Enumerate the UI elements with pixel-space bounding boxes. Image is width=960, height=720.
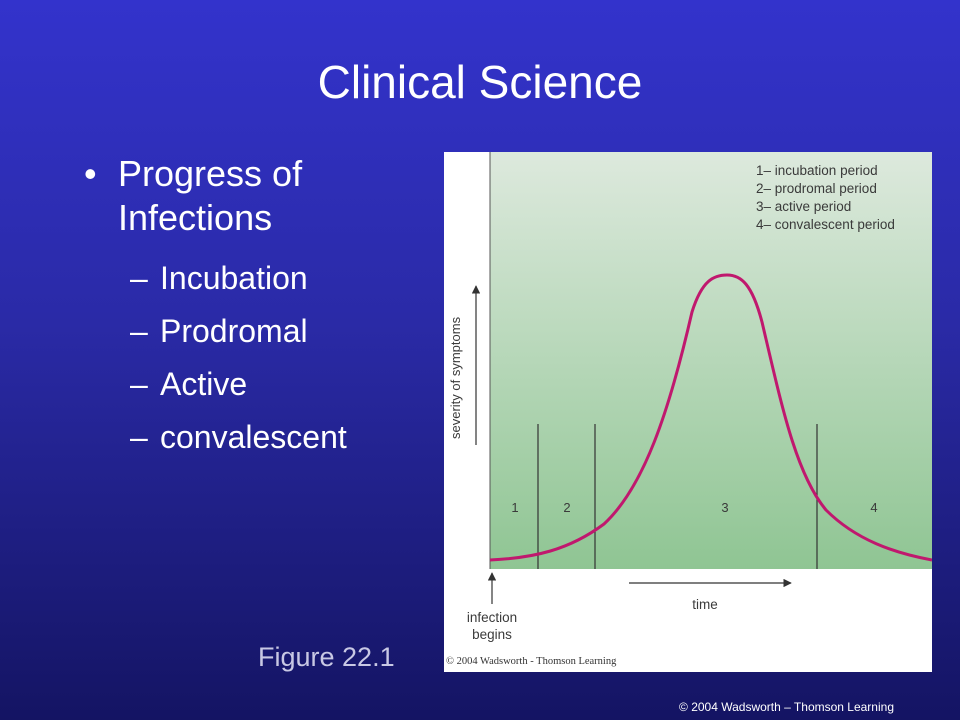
sub-bullet-incubation: – Incubation [84, 252, 424, 305]
main-bullet: • Progress of Infections [84, 152, 424, 240]
infection-progress-figure: 1– incubation period 2– prodromal period… [444, 152, 932, 672]
infection-begins-label: begins [472, 627, 512, 642]
figure-caption: Figure 22.1 [258, 642, 395, 672]
slide-copyright: © 2004 Wadsworth – Thomson Learning [679, 700, 894, 714]
figure-copyright: © 2004 Wadsworth - Thomson Learning [446, 656, 617, 667]
legend-item: 3– active period [756, 199, 851, 214]
figure-legend: 1– incubation period 2– prodromal period… [756, 163, 895, 232]
main-bullet-text: Progress of Infections [118, 153, 303, 238]
plot-background [490, 152, 932, 569]
legend-item: 1– incubation period [756, 163, 878, 178]
sub-bullet-text: Incubation [160, 260, 308, 296]
infection-progress-diagram: 1– incubation period 2– prodromal period… [446, 152, 932, 667]
legend-item: 2– prodromal period [756, 181, 877, 196]
bullet-dot-icon: • [84, 153, 97, 194]
period-label-4: 4 [870, 500, 877, 515]
period-label-2: 2 [563, 500, 570, 515]
x-axis-label: time [692, 597, 718, 612]
sub-bullet-list: – Incubation – Prodromal – Active – conv… [84, 252, 424, 464]
dash-icon: – [130, 313, 148, 349]
severity-curve [489, 273, 932, 562]
infection-begins-label: infection [467, 610, 517, 625]
y-axis-label: severity of symptoms [448, 316, 463, 439]
sub-bullet-prodromal: – Prodromal [84, 305, 424, 358]
sub-bullet-text: convalescent [160, 419, 347, 455]
bullet-list: • Progress of Infections – Incubation – … [84, 152, 424, 464]
period-label-3: 3 [721, 500, 728, 515]
slide-title: Clinical Science [317, 56, 643, 108]
sub-bullet-convalescent: – convalescent [84, 411, 424, 464]
sub-bullet-text: Prodromal [160, 313, 308, 349]
dash-icon: – [130, 419, 148, 455]
period-label-1: 1 [511, 500, 518, 515]
legend-item: 4– convalescent period [756, 217, 895, 232]
sub-bullet-active: – Active [84, 358, 424, 411]
dash-icon: – [130, 366, 148, 402]
sub-bullet-text: Active [160, 366, 248, 402]
dash-icon: – [130, 260, 148, 296]
